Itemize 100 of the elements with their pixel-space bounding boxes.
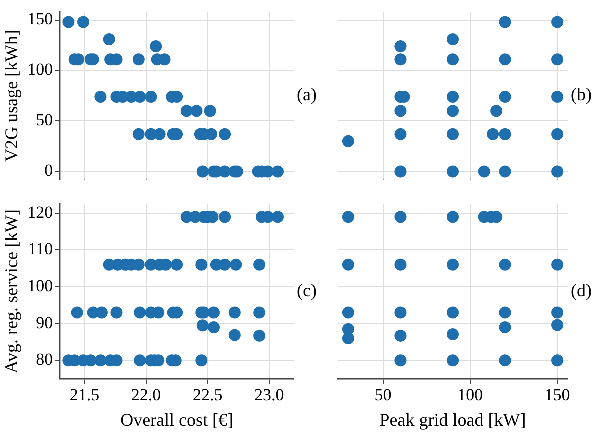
point: [394, 330, 407, 342]
x-tick-label: 100: [458, 386, 484, 405]
point: [447, 54, 459, 66]
text: (c): [297, 280, 317, 300]
point: [394, 54, 407, 66]
point: [219, 128, 232, 140]
point: [272, 211, 284, 224]
y-tick-label: 50: [36, 110, 54, 130]
y-tick-label: 0: [44, 161, 54, 180]
point: [254, 306, 266, 319]
point: [342, 211, 354, 224]
point: [219, 211, 232, 224]
point: [208, 306, 220, 319]
point: [552, 91, 564, 104]
point: [499, 54, 512, 66]
point: [150, 40, 162, 53]
point: [228, 329, 241, 342]
point: [447, 306, 459, 319]
text: (a): [297, 84, 317, 105]
point: [219, 258, 232, 271]
point: [342, 135, 354, 148]
point: [447, 354, 459, 367]
point: [499, 16, 512, 28]
point: [62, 16, 75, 28]
point: [552, 166, 564, 178]
point: [499, 306, 512, 319]
point: [196, 354, 208, 367]
x-tick-label: 22.5: [192, 386, 223, 405]
point: [134, 91, 146, 104]
point: [499, 321, 512, 334]
point: [190, 105, 203, 118]
point: [447, 33, 459, 46]
point: [228, 306, 241, 319]
x-tick-label: 23.0: [254, 386, 284, 405]
point: [219, 166, 232, 178]
point: [499, 166, 512, 178]
y-tick-label: 90: [36, 313, 54, 332]
point: [394, 306, 407, 319]
point: [499, 91, 512, 104]
point: [394, 354, 407, 367]
point: [447, 328, 459, 340]
point: [394, 105, 407, 118]
y-axis-title: Avg. reg. service [kW]: [2, 210, 22, 374]
y-tick-label: 80: [36, 350, 54, 370]
point: [132, 54, 145, 66]
y-tick-label: 100: [28, 276, 54, 296]
point: [552, 319, 564, 332]
point: [342, 258, 354, 271]
point: [272, 166, 284, 178]
point: [196, 320, 209, 332]
point: [132, 128, 145, 140]
point: [110, 306, 123, 319]
point: [171, 258, 184, 271]
x-tick-label: 21.5: [70, 386, 100, 405]
point: [447, 166, 459, 178]
point: [552, 258, 564, 271]
point: [487, 128, 500, 140]
x-tick-label: 150: [544, 386, 570, 405]
y-tick-label: 100: [28, 60, 54, 80]
x-tick-label: 22.0: [131, 386, 162, 405]
point: [499, 354, 512, 367]
point: [552, 128, 564, 140]
point: [196, 166, 209, 178]
point: [447, 91, 459, 104]
point: [342, 306, 354, 319]
point: [447, 258, 459, 271]
point: [103, 33, 116, 46]
point: [552, 54, 564, 66]
point: [447, 128, 459, 140]
point: [94, 354, 107, 367]
point: [394, 166, 407, 178]
text: (d): [571, 280, 592, 300]
point: [208, 321, 220, 334]
point: [77, 16, 90, 28]
y-tick-label: 110: [28, 240, 54, 259]
point: [552, 354, 564, 367]
point: [134, 354, 146, 367]
point: [204, 105, 216, 118]
y-tick-label: 150: [28, 10, 54, 29]
point: [94, 91, 107, 104]
point: [145, 91, 158, 104]
point: [394, 211, 407, 224]
point: [447, 211, 459, 224]
point: [180, 105, 193, 118]
point: [394, 258, 407, 271]
point: [254, 258, 266, 271]
y-axis-title: V2G usage [kWh]: [2, 30, 22, 162]
point: [230, 258, 242, 271]
x-tick-label: 50: [374, 386, 392, 405]
point: [447, 105, 459, 118]
point: [552, 16, 564, 28]
point: [342, 332, 354, 345]
point: [196, 258, 208, 271]
point: [499, 258, 512, 271]
x-axis-title: Overall cost [€]: [120, 410, 234, 430]
point: [552, 306, 564, 319]
point: [499, 128, 512, 140]
point: [394, 40, 407, 53]
point: [394, 128, 407, 140]
point: [478, 166, 490, 178]
